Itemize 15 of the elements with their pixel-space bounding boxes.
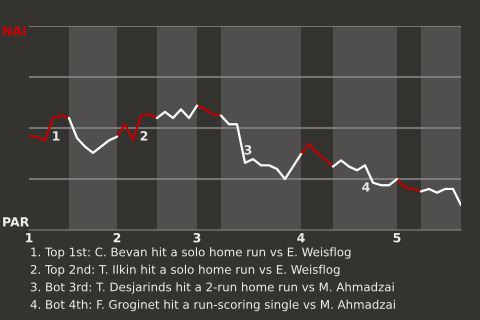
x-tick-label: 5	[394, 233, 400, 242]
annotation: 2	[140, 131, 148, 140]
x-tick-label: 4	[297, 233, 305, 242]
text: NAI	[3, 26, 26, 36]
annotation: PAR	[3, 217, 30, 226]
x-tick-label: 1	[26, 233, 32, 242]
text: 1. Top 1st: C. Bevan hit a solo home run vs E. Weisflog	[31, 247, 350, 259]
annotation: 4	[362, 182, 370, 192]
annotation: 3	[244, 145, 252, 155]
x-tick-label: 2	[114, 233, 120, 242]
x-tick-label: 3	[193, 233, 200, 242]
text: 4. Bot 4th: F. Groginet hit a run-scoring single vs M. Ahmadzai	[30, 300, 395, 312]
text: 2. Top 2nd: T. Ilkin hit a solo home run vs E. Weisflog	[30, 264, 340, 276]
text: 3. Bot 3rd: T. Desjarinds hit a 2-run home run vs M. Ahmadzai	[30, 282, 394, 294]
annotation: 1	[53, 131, 60, 140]
